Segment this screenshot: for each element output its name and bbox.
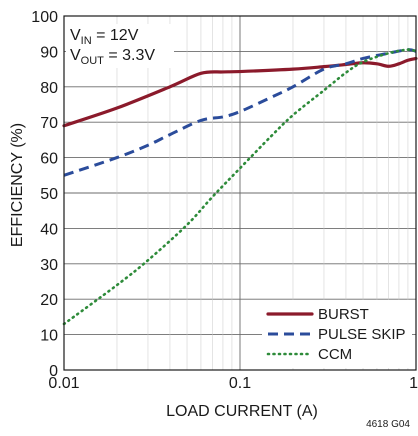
y-tick-label: 50 <box>40 186 58 203</box>
y-tick-label: 20 <box>40 292 58 309</box>
figure-id: 4618 G04 <box>366 419 410 430</box>
legend-label-pulse-skip: PULSE SKIP <box>318 326 406 343</box>
vout-annotation: VOUT = 3.3V <box>70 47 155 67</box>
y-tick-label: 60 <box>40 151 58 168</box>
x-tick-labels: 0.01 0.1 1 <box>48 375 418 392</box>
legend-label-burst: BURST <box>318 306 369 323</box>
y-tick-label: 0 <box>49 363 58 380</box>
legend: BURST PULSE SKIP CCM <box>262 300 412 368</box>
y-tick-label: 70 <box>40 115 58 132</box>
plot-frame <box>63 15 417 371</box>
legend-label-ccm: CCM <box>318 346 352 363</box>
x-tick-label: 0.01 <box>48 375 79 392</box>
y-tick-label: 90 <box>40 44 58 61</box>
series-layer <box>62 48 418 326</box>
y-tick-label: 80 <box>40 80 58 97</box>
annotation-background <box>66 24 174 68</box>
vin-annotation: VIN = 12V <box>70 27 139 47</box>
y-tick-labels: 0 10 20 30 40 50 60 70 80 90 100 <box>31 9 58 380</box>
y-tick-label: 10 <box>40 328 58 345</box>
series-line-ccm <box>62 48 418 326</box>
x-tick-label: 0.1 <box>229 375 251 392</box>
series-line-burst <box>62 56 418 128</box>
y-tick-label: 30 <box>40 257 58 274</box>
y-tick-label: 40 <box>40 221 58 238</box>
x-tick-label: 1 <box>409 375 418 392</box>
y-tick-label: 100 <box>31 9 58 26</box>
x-axis-label: LOAD CURRENT (A) <box>166 403 318 420</box>
operating-conditions-annotation: VIN = 12V VOUT = 3.3V <box>66 24 174 68</box>
y-axis-label: EFFICIENCY (%) <box>9 123 26 247</box>
